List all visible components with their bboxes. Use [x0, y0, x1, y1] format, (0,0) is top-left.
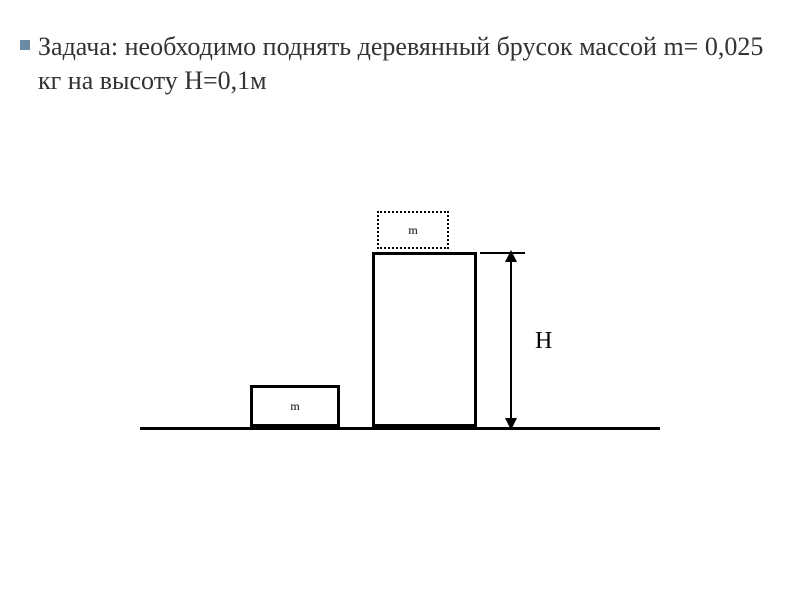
lower-block: m	[250, 385, 340, 427]
pedestal-block	[372, 252, 477, 427]
title-bullet	[20, 40, 30, 50]
dimension-arrow-bottom	[505, 418, 517, 430]
problem-title: Задача: необходимо поднять деревянный бр…	[38, 30, 770, 98]
height-label: Н	[535, 328, 552, 355]
diagram: m m Н	[140, 200, 660, 460]
upper-block-label: m	[408, 223, 417, 238]
dimension-tick-top	[480, 252, 525, 254]
dimension-arrow-top	[505, 250, 517, 262]
dimension-tick-bottom	[480, 427, 525, 429]
ground-line	[140, 427, 660, 430]
dimension-line	[510, 252, 512, 427]
lower-block-label: m	[290, 399, 299, 414]
upper-block-target: m	[377, 211, 449, 249]
